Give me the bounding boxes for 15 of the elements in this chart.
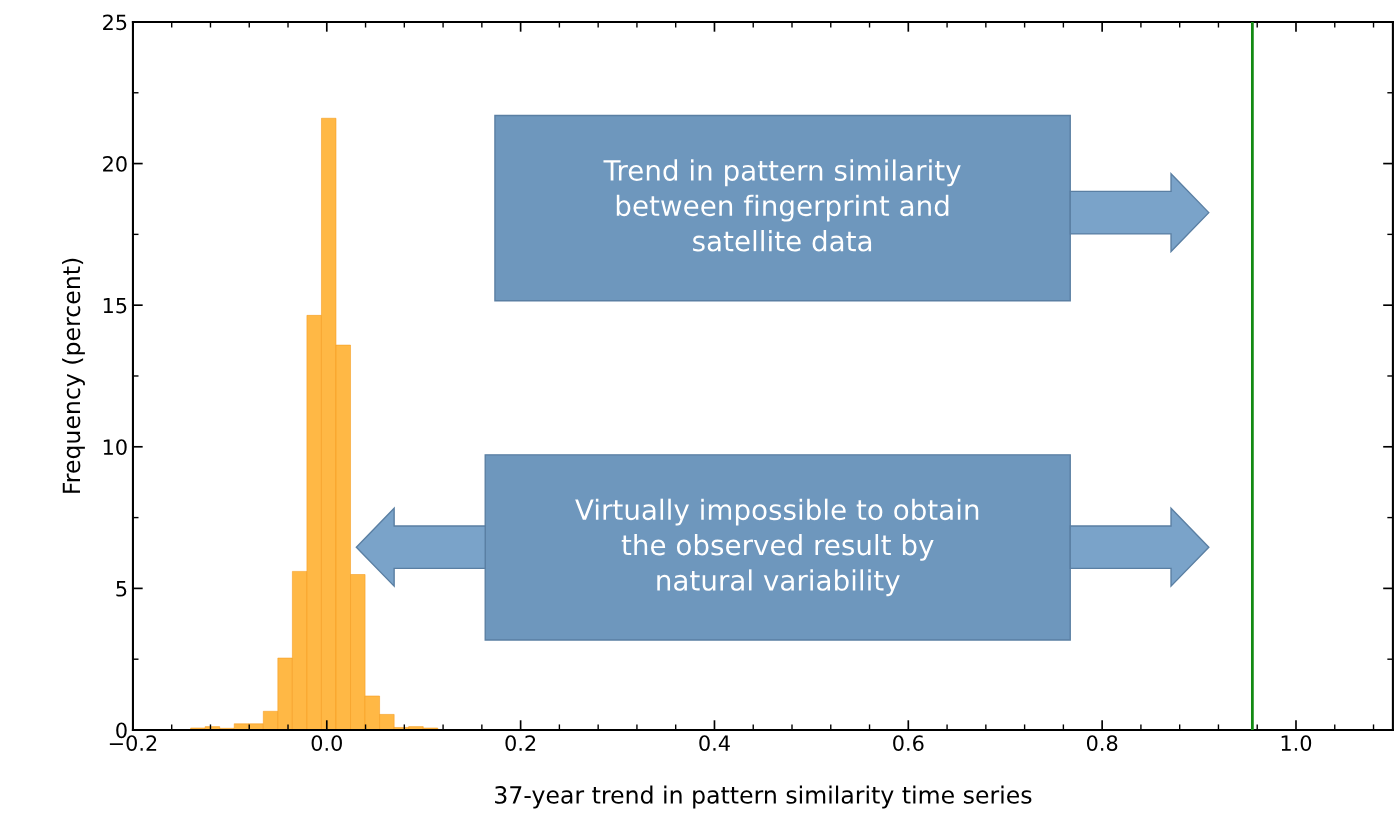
y-tick-label: 5 bbox=[116, 581, 127, 597]
y-tick-label: 20 bbox=[103, 156, 127, 172]
x-tick-label: 0.2 bbox=[505, 735, 536, 751]
x-tick-label: 0.6 bbox=[893, 735, 924, 751]
y-tick-label: 10 bbox=[103, 439, 127, 455]
x-tick-label: 1.0 bbox=[1281, 735, 1312, 751]
y-axis-title: Frequency (percent) bbox=[62, 258, 85, 493]
x-tick-label: 0.4 bbox=[699, 735, 730, 751]
y-tick-label: 25 bbox=[103, 14, 127, 31]
annotation: Trend in pattern similarity between fingerprint and satellite data bbox=[603, 159, 961, 252]
x-axis-title: 37-year trend in pattern similarity time series bbox=[495, 785, 1032, 809]
x-tick-label: 0.0 bbox=[311, 735, 342, 751]
x-tick-label: 0.8 bbox=[1086, 735, 1118, 751]
annotation: Virtually impossible to obtain the observed result by natural variability bbox=[575, 498, 979, 597]
y-tick-label: 15 bbox=[103, 297, 127, 314]
